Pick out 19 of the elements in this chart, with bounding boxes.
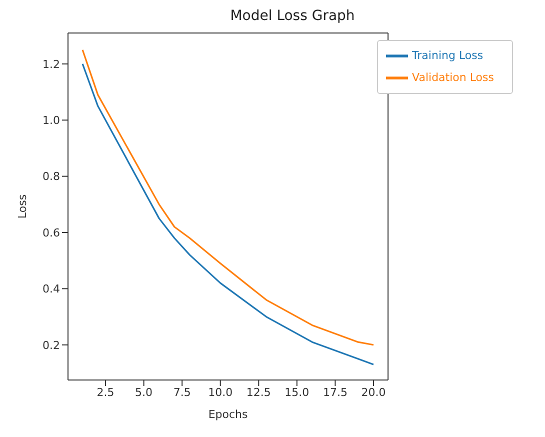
x-tick-label: 15.0	[284, 386, 310, 399]
legend-label: Training Loss	[412, 49, 484, 62]
x-tick-label: 20.0	[361, 386, 386, 399]
y-tick-label: 0.6	[42, 226, 60, 240]
x-tick-label: 12.5	[246, 386, 271, 399]
x-tick-label: 5.0	[135, 386, 153, 399]
y-tick-label: 0.8	[42, 170, 60, 184]
x-tick-label: 7.5	[173, 386, 191, 399]
y-tick-label: 1.2	[42, 58, 60, 71]
y-axis-title: Loss	[16, 194, 29, 219]
y-tick-label: 0.4	[42, 282, 60, 296]
chart-title: Model Loss Graph	[229, 8, 356, 26]
x-tick-label: 2.5	[96, 386, 114, 399]
x-axis-title: Epochs	[208, 408, 248, 421]
y-tick-label: 1.0	[42, 114, 60, 128]
x-tick-label: 10.0	[208, 386, 233, 399]
x-tick-label: 17.5	[322, 386, 348, 399]
legend-label: Validation Loss	[412, 71, 494, 84]
y-tick-label: 0.2	[42, 338, 60, 352]
